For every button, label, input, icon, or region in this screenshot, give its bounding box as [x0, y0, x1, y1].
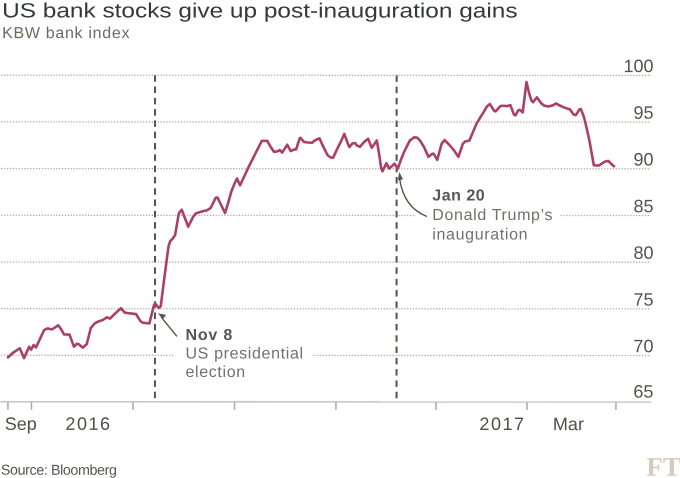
svg-text:election: election — [185, 364, 245, 381]
svg-text:75: 75 — [633, 290, 653, 310]
svg-text:US presidential: US presidential — [185, 345, 303, 362]
svg-text:Sep: Sep — [5, 414, 37, 434]
svg-text:100: 100 — [624, 56, 654, 76]
svg-text:95: 95 — [634, 103, 654, 123]
svg-text:Donald Trump’s: Donald Trump’s — [432, 207, 553, 224]
svg-text:85: 85 — [633, 196, 653, 216]
svg-text:Jan 20: Jan 20 — [432, 188, 485, 205]
svg-text:2017: 2017 — [479, 414, 525, 434]
svg-text:US bank stocks give up post-in: US bank stocks give up post-inauguration… — [2, 0, 517, 22]
svg-text:90: 90 — [633, 150, 653, 170]
svg-text:FT: FT — [646, 452, 680, 478]
svg-text:65: 65 — [633, 382, 653, 402]
svg-text:inauguration: inauguration — [432, 227, 528, 244]
svg-text:Source: Bloomberg: Source: Bloomberg — [1, 463, 117, 478]
svg-text:Nov 8: Nov 8 — [185, 327, 233, 344]
svg-text:KBW bank index: KBW bank index — [2, 25, 130, 42]
svg-text:Mar: Mar — [553, 414, 584, 434]
svg-text:2016: 2016 — [65, 414, 111, 434]
svg-text:80: 80 — [633, 243, 653, 263]
svg-text:70: 70 — [633, 336, 653, 356]
